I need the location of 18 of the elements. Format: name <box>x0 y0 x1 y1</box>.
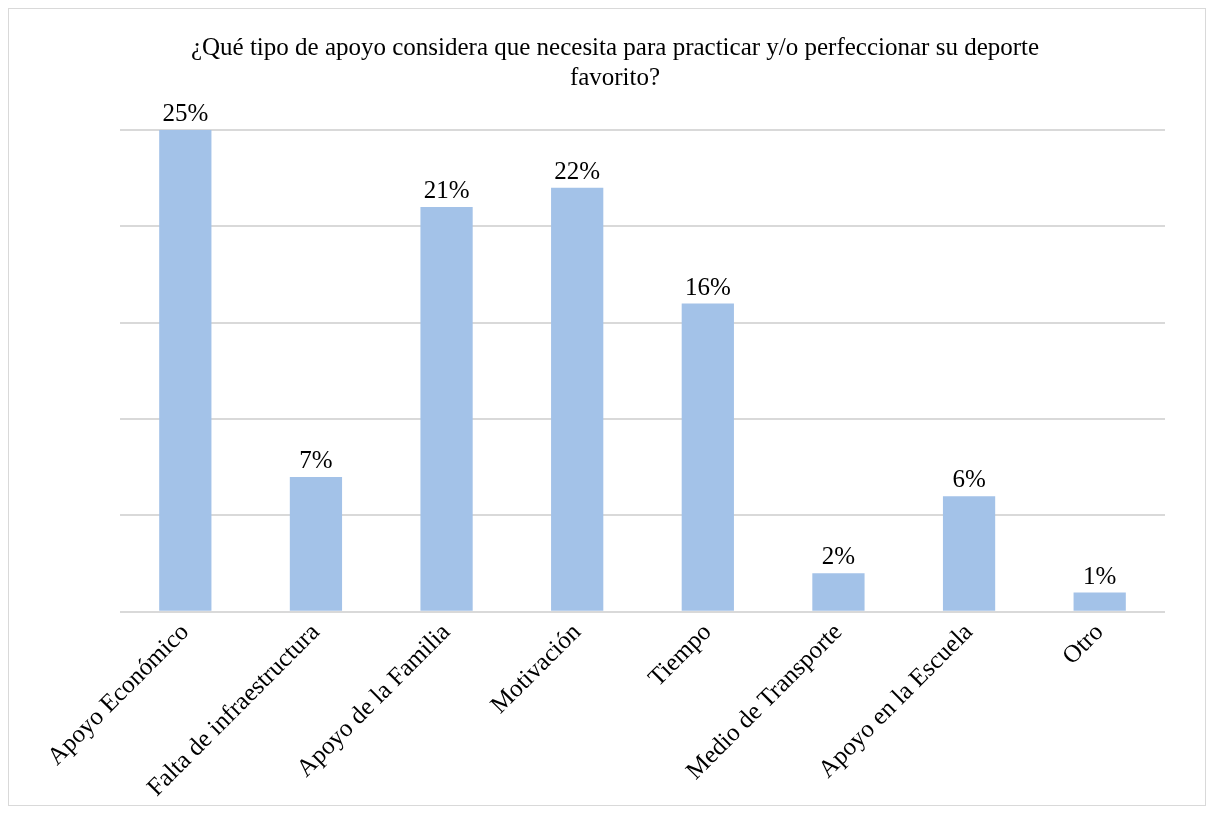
data-label: 16% <box>684 272 731 300</box>
data-label: 21% <box>423 176 470 204</box>
x-tick-label: Otro <box>1056 617 1108 670</box>
bar <box>420 207 473 611</box>
data-label: 2% <box>821 542 856 570</box>
data-label: 22% <box>554 156 601 184</box>
data-label: 25% <box>162 99 209 127</box>
bar <box>159 130 212 611</box>
bar <box>289 476 343 611</box>
bar <box>812 573 865 611</box>
bar <box>942 496 996 611</box>
data-label: 1% <box>1083 561 1117 589</box>
bar <box>681 303 734 611</box>
data-label: 6% <box>952 465 986 493</box>
bar <box>1073 592 1126 611</box>
chart-title: ¿Qué tipo de apoyo considera que necesita para practicar y/o perfeccionar su deporte favorito? <box>189 32 1041 92</box>
bar <box>551 187 604 611</box>
data-label: 7% <box>299 446 333 473</box>
